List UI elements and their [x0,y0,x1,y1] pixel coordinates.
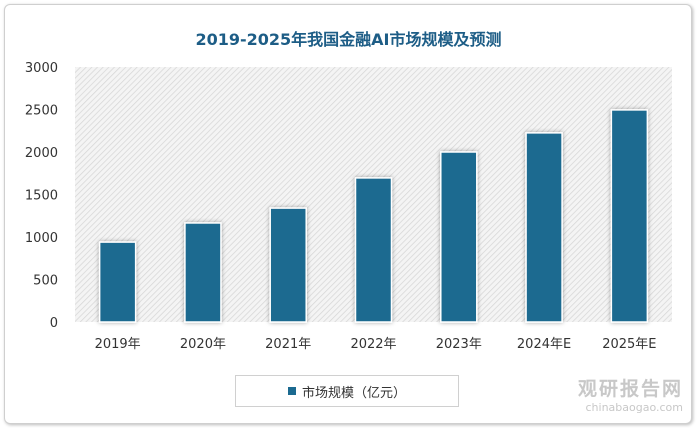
y-tick-label: 0 [50,316,58,331]
x-tick-label: 2020年 [180,337,226,352]
x-tick-label: 2024年E [517,337,571,352]
legend-swatch [287,387,296,395]
x-tick-label: 2021年 [265,337,311,352]
bar [269,207,307,323]
legend: 市场规模（亿元） [235,375,459,407]
x-tick-label: 2022年 [350,337,396,352]
y-tick-label: 2500 [25,104,58,119]
x-tick-label: 2023年 [436,337,482,352]
bar [440,151,478,323]
y-tick-label: 1000 [25,231,58,246]
bar [184,222,222,323]
y-tick-label: 1500 [25,189,58,204]
bar [98,241,137,323]
watermark-name: 观研报告网 [577,378,683,400]
bar [525,132,563,323]
x-tick-label: 2025年E [602,337,656,352]
bar [354,177,393,323]
x-tick-label: 2019年 [95,337,141,352]
y-tick-label: 500 [33,274,58,289]
watermark-url: chinabaogao.com [585,401,684,414]
bar [610,109,649,323]
watermark: 观研报告网 chinabaogao.com [578,374,683,414]
chart-title: 2019-2025年我国金融AI市场规模及预测 [195,30,502,49]
y-tick-label: 3000 [25,61,58,76]
y-tick-label: 2000 [25,146,58,161]
legend-label: 市场规模（亿元） [301,385,406,401]
